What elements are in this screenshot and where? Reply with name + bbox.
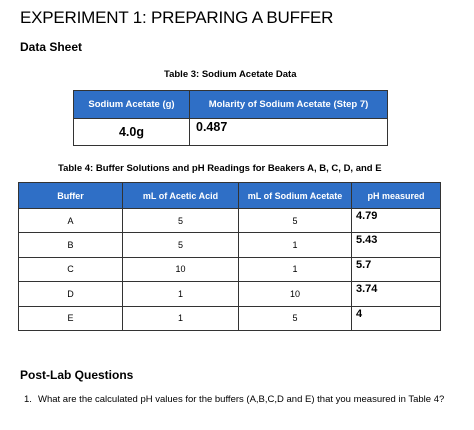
buffer-solutions-table: Buffer mL of Acetic Acid mL of Sodium Ac… <box>18 182 441 331</box>
table3-cell-mass[interactable]: 4.0g <box>73 118 190 146</box>
table-row: D 1 10 3.74 <box>18 281 441 307</box>
ph-cell[interactable]: 4 <box>351 305 441 331</box>
ph-cell[interactable]: 4.79 <box>351 207 441 234</box>
sodium-acetate-cell: 1 <box>238 232 352 258</box>
acetic-acid-cell: 5 <box>122 207 239 234</box>
ph-cell[interactable]: 3.74 <box>351 281 441 307</box>
ph-cell[interactable]: 5.43 <box>351 232 441 258</box>
table3-header-mass: Sodium Acetate (g) <box>73 90 190 119</box>
question-text: What are the calculated pH values for th… <box>38 394 445 405</box>
table-row: E 1 5 4 <box>18 305 441 331</box>
acetic-acid-cell: 5 <box>122 232 239 258</box>
sodium-acetate-cell: 10 <box>238 281 352 307</box>
page-title: EXPERIMENT 1: PREPARING A BUFFER <box>20 8 334 27</box>
buffer-cell: B <box>18 232 123 258</box>
question-1: 1. What are the calculated pH values for… <box>24 394 458 406</box>
table3-cell-molarity[interactable]: 0.487 <box>189 118 388 146</box>
buffer-cell: D <box>18 281 123 307</box>
table4-header-buffer: Buffer <box>18 182 123 209</box>
table-row: B 5 1 5.43 <box>18 232 441 258</box>
table-row: C 10 1 5.7 <box>18 256 441 283</box>
table4-caption: Table 4: Buffer Solutions and pH Reading… <box>58 163 382 174</box>
ph-cell[interactable]: 5.7 <box>351 256 441 283</box>
table3-header-molarity: Molarity of Sodium Acetate (Step 7) <box>189 90 388 119</box>
buffer-cell: E <box>18 305 123 331</box>
postlab-heading: Post-Lab Questions <box>20 368 134 382</box>
table-row: A 5 5 4.79 <box>18 207 441 234</box>
table4-header-acetic-acid: mL of Acetic Acid <box>122 182 239 209</box>
buffer-cell: A <box>18 207 123 234</box>
sodium-acetate-table: Sodium Acetate (g) Molarity of Sodium Ac… <box>73 90 388 146</box>
data-sheet-heading: Data Sheet <box>20 40 83 54</box>
table4-header-ph: pH measured <box>351 182 441 209</box>
acetic-acid-cell: 1 <box>122 281 239 307</box>
sodium-acetate-cell: 1 <box>238 256 352 283</box>
sodium-acetate-cell: 5 <box>238 305 352 331</box>
sodium-acetate-cell: 5 <box>238 207 352 234</box>
acetic-acid-cell: 10 <box>122 256 239 283</box>
buffer-cell: C <box>18 256 123 283</box>
question-number: 1. <box>24 394 32 405</box>
table3-caption: Table 3: Sodium Acetate Data <box>164 69 297 80</box>
acetic-acid-cell: 1 <box>122 305 239 331</box>
table4-header-sodium-acetate: mL of Sodium Acetate <box>238 182 352 209</box>
